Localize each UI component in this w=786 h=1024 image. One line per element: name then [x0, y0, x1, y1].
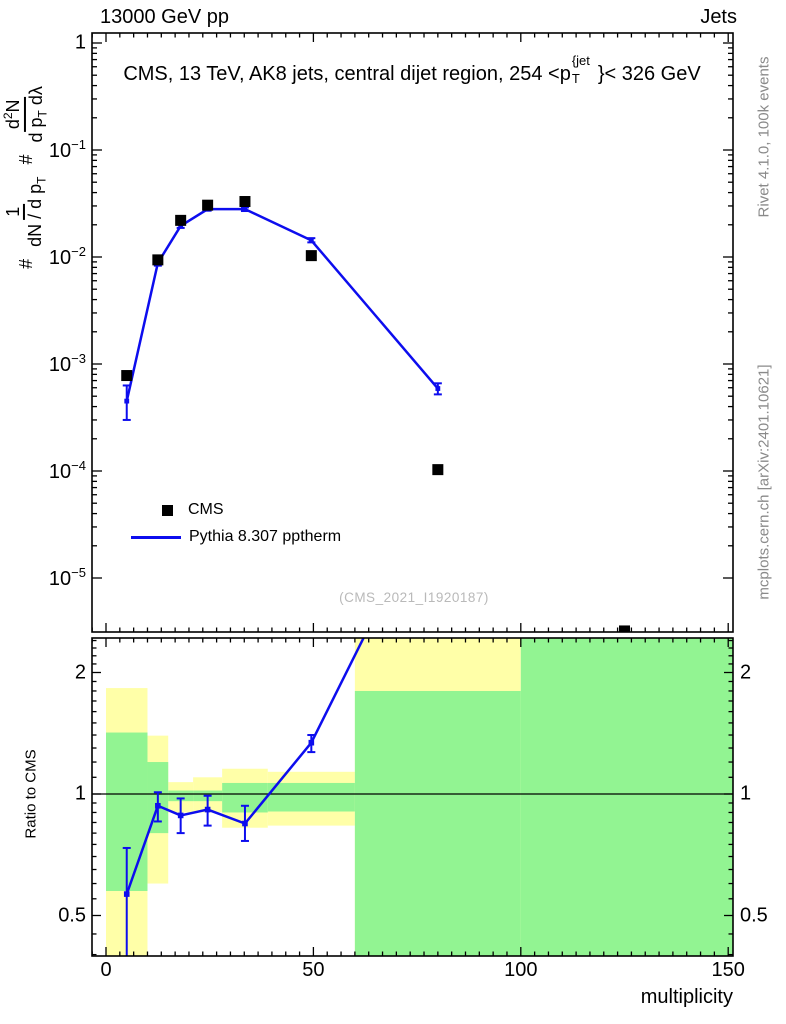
cms-square-marker-swatch: [162, 504, 173, 516]
legend-label-cms: CMS: [188, 501, 224, 518]
cms-point: [175, 214, 187, 226]
band-green: [354, 690, 521, 956]
ratio-y-tick-label-right: 1: [740, 782, 752, 805]
band-green: [520, 638, 733, 956]
main-y-tick-label: 10−2: [48, 244, 86, 269]
analysis-id-watermark: (CMS_2021_I1920187): [339, 590, 489, 605]
legend-item-cms: CMS: [162, 501, 224, 519]
plot-title: CMS, 13 TeV, AK8 jets, central dijet reg…: [123, 53, 701, 86]
mcplots-reference-note: mcplots.cern.ch [arXiv:2401.10621]: [755, 364, 773, 600]
band-green: [267, 782, 355, 812]
ratio-uncertainty-bands: [106, 638, 733, 956]
cms-point: [239, 196, 251, 208]
plot-title-subscript: T: [571, 71, 580, 86]
main-y-tick-label: 10−3: [48, 351, 86, 376]
x-tick-label: 50: [302, 959, 325, 981]
cms-point: [152, 254, 164, 266]
main-y-tick-label: 1: [74, 31, 86, 54]
ratio-pythia-curve: [122, 638, 365, 956]
main-y-tick-label: 10−4: [48, 458, 86, 483]
rivet-version-note: Rivet 4.1.0, 100k events: [755, 56, 773, 218]
main-panel-frame: [91, 32, 734, 633]
cms-point: [121, 370, 133, 382]
cms-point: [202, 199, 214, 211]
cms-data-points: [121, 196, 630, 632]
analysis-category-label: Jets: [700, 6, 737, 28]
ratio-y-tick-label-right: 0.5: [740, 904, 768, 926]
x-tick-label: 0: [100, 959, 112, 981]
ratio-y-tick-label-right: 2: [740, 661, 752, 683]
main-y-tick-label: 10−5: [48, 565, 86, 590]
legend-item-pythia: Pythia 8.307 pptherm: [131, 528, 341, 546]
ratio-y-tick-label-left: 1: [74, 782, 86, 805]
pt-jet-supsub: {jet T: [571, 53, 598, 86]
cms-point: [305, 250, 317, 262]
ylabel-fraction-2: d2N d pT dλ: [0, 86, 50, 143]
axis-ticks: [91, 33, 733, 956]
plot-title-superscript: {jet: [571, 53, 590, 68]
cms-point: [619, 625, 630, 632]
main-y-tick-label: 10−1: [48, 137, 86, 162]
pythia-line-swatch: [131, 535, 181, 539]
ylabel-fraction-1: 1 dN / d pT: [2, 176, 49, 247]
x-tick-label: 100: [504, 959, 538, 981]
plot-title-text-end: }< 326 GeV: [597, 63, 701, 85]
plot-title-text: CMS, 13 TeV, AK8 jets, central dijet reg…: [123, 63, 571, 85]
beam-energy-label: 13000 GeV pp: [100, 6, 229, 28]
x-tick-label: 150: [711, 959, 745, 981]
main-y-axis-title: # 1 dN / d pT # d2N d pT dλ: [0, 83, 50, 269]
ratio-panel-frame: [91, 637, 734, 957]
pythia-curve: [122, 206, 442, 421]
x-axis-title: multiplicity: [640, 986, 733, 1008]
ratio-y-tick-label-left: 0.5: [58, 904, 86, 926]
ratio-y-tick-label-left: 2: [74, 661, 86, 683]
band-green: [168, 790, 194, 802]
legend-label-pythia: Pythia 8.307 pptherm: [189, 528, 342, 545]
cms-point: [432, 464, 444, 476]
main-panel-data: [121, 196, 630, 632]
